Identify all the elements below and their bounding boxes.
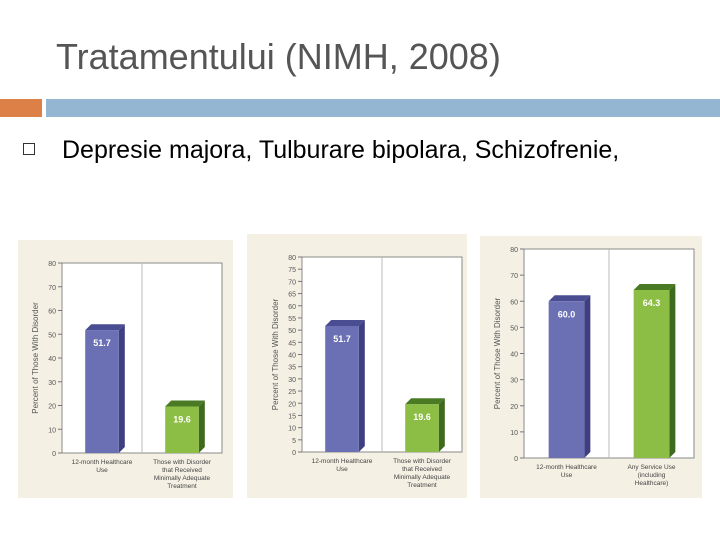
y-tick-label: 10 [48,427,56,434]
category-label: 12-month Healthcare Use [72,459,133,474]
y-tick-label: 40 [288,353,296,360]
bar-top [405,398,445,405]
bar-top [548,295,591,302]
y-tick-label: 50 [510,325,518,332]
bullet-text: Depresie majora, Tulburare bipolara, Sch… [62,136,620,164]
y-tick-label: 45 [288,340,296,347]
bar [405,404,439,452]
y-tick-label: 65 [288,292,296,299]
y-tick-label: 70 [288,279,296,286]
y-tick-label: 60 [510,299,518,306]
category-label: Any Service Use (including Healthcare) [627,464,675,487]
bar-top [165,400,205,407]
y-tick-label: 60 [288,304,296,311]
y-tick-label: 20 [510,404,518,411]
y-tick-label: 10 [288,426,296,433]
chart-panel-2: 0 5 10 15 20 25 30 35 40 45 50 55 60 65 70 75 80 Percent … [247,234,467,498]
y-axis-label: Percent of Those With Disorder [31,302,40,414]
bar-side [438,398,445,452]
y-tick-label: 75 [288,267,296,274]
y-tick-label: 50 [48,332,56,339]
y-tick-label: 30 [510,378,518,385]
data-label: 51.7 [333,334,351,344]
bar-side [198,400,205,453]
bar-side [584,295,591,458]
chart-panel-1: 0 10 20 30 40 50 60 70 80 Percent of Those With D… [18,240,233,498]
y-tick-label: 70 [48,285,56,292]
y-tick-label: 0 [292,450,296,457]
y-tick-label: 50 [288,328,296,335]
bar-top [85,324,125,331]
y-tick-label: 5 [292,438,296,445]
y-tick-label: 40 [48,356,56,363]
data-label: 60.0 [558,309,576,319]
bar-side [118,324,125,453]
category-label: Those with Disorder that Received Minimall… [393,458,452,489]
bar [633,290,670,458]
y-tick-label: 0 [52,451,56,458]
accent-bar-orange [0,99,42,117]
bar [165,406,199,453]
category-label: 12-month Healthcare Use [536,464,597,479]
y-tick-label: 35 [288,365,296,372]
bar [85,330,119,453]
category-label: 12-month Healthcare Use [312,458,373,473]
y-tick-label: 30 [288,377,296,384]
y-tick-label: 20 [48,404,56,411]
y-tick-label: 15 [288,413,296,420]
y-tick-label: 20 [288,401,296,408]
data-label: 51.7 [93,338,111,348]
y-axis-label: Percent of Those With Disorder [271,298,280,410]
category-label: Those with Disorder that Received Minimall… [153,459,212,490]
y-axis-label: Percent of Those With Disorder [493,297,502,409]
y-tick-label: 40 [510,352,518,359]
y-tick-label: 70 [510,273,518,280]
y-tick-label: 25 [288,389,296,396]
data-label: 64.3 [643,298,661,308]
bar-side [358,319,365,452]
data-label: 19.6 [413,412,431,422]
y-tick-label: 30 [48,380,56,387]
y-tick-label: 60 [48,309,56,316]
y-tick-label: 10 [510,430,518,437]
bar [548,301,585,458]
bullet-square-icon [23,143,35,155]
accent-bar-blue [46,99,720,117]
bar-top [325,319,365,326]
chart-panel-3: 0 10 20 30 40 50 60 70 80 Percent of Those With D… [480,236,702,498]
bar-chart-2: 0 5 10 15 20 25 30 35 40 45 50 55 60 65 70 75 80 Percent … [271,255,463,489]
bar-side [669,284,676,458]
slide-title: Tratamentului (NIMH, 2008) [56,36,501,77]
y-tick-label: 55 [288,316,296,323]
bar-top [633,284,676,291]
bar [325,325,359,452]
y-tick-label: 0 [514,456,518,463]
bar-chart-3: 0 10 20 30 40 50 60 70 80 Percent of Those With D… [493,247,695,487]
y-tick-label: 80 [48,261,56,268]
data-label: 19.6 [173,414,191,424]
y-tick-label: 80 [288,255,296,262]
bar-chart-1: 0 10 20 30 40 50 60 70 80 Percent of Those With D… [31,261,223,490]
y-tick-label: 80 [510,247,518,254]
